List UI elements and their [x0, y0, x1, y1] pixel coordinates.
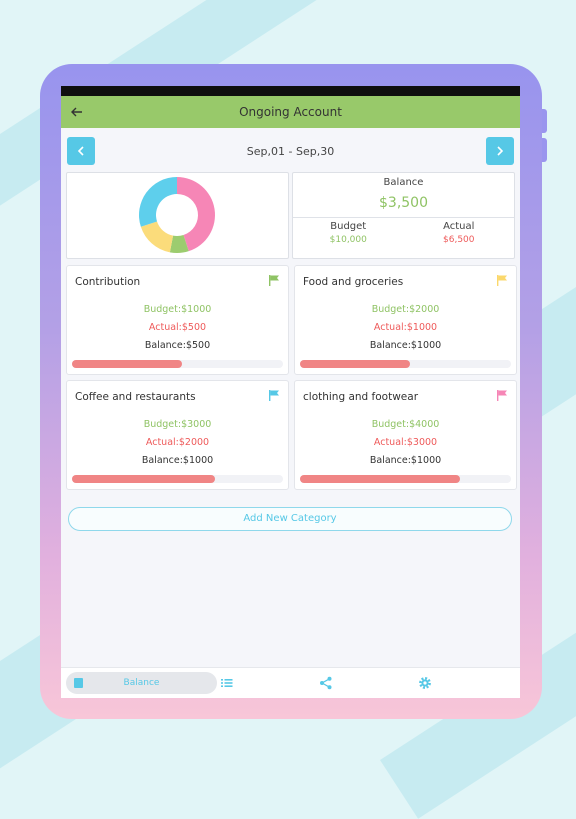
category-name: Food and groceries [303, 276, 404, 288]
next-period-button[interactable] [485, 137, 514, 165]
category-actual: Actual:$2000 [145, 437, 210, 448]
flag-icon[interactable] [269, 390, 280, 401]
tab-balance[interactable]: Balance [66, 672, 217, 694]
page-title: Ongoing Account [239, 105, 342, 119]
category-name: Contribution [75, 276, 141, 288]
bottom-nav: Balance [61, 667, 520, 698]
progress-fill [300, 360, 410, 368]
category-budget: Budget:$4000 [371, 419, 440, 430]
wallet-icon [74, 678, 83, 688]
add-category-button[interactable]: Add New Category [68, 507, 512, 531]
category-balance: Balance:$1000 [369, 340, 442, 351]
category-balance: Balance:$1000 [369, 455, 442, 466]
arrow-left-icon[interactable] [67, 102, 87, 122]
prev-period-button[interactable] [67, 137, 95, 165]
progress-bar [300, 360, 511, 368]
app-bar: Ongoing Account [61, 96, 520, 128]
category-budget: Budget:$3000 [143, 419, 212, 430]
progress-fill [72, 475, 216, 483]
period-label: Sep,01 - Sep,30 [246, 144, 335, 158]
progress-fill [300, 475, 461, 483]
actual-label: Actual [443, 221, 475, 232]
budget-label: Budget [330, 221, 367, 232]
category-actual: Actual:$500 [148, 322, 207, 333]
period-selector: Sep,01 - Sep,30 [61, 136, 520, 166]
balance-title: Balance [383, 177, 424, 188]
category-grid: Contribution Budget:$1000 Actual:$500 Ba… [61, 259, 520, 490]
donut-slice [177, 177, 216, 252]
gear-icon[interactable] [418, 676, 432, 690]
app-screen: Ongoing Account Sep,01 - Sep,30 Balance … [61, 86, 520, 698]
status-bar [61, 86, 520, 96]
budget-value: $10,000 [329, 235, 367, 245]
progress-bar [72, 475, 283, 483]
flag-icon[interactable] [497, 275, 508, 286]
category-name: Coffee and restaurants [75, 391, 196, 403]
flag-icon[interactable] [497, 390, 508, 401]
category-card[interactable]: Coffee and restaurants Budget:$3000 Actu… [66, 380, 289, 490]
category-card[interactable]: clothing and footwear Budget:$4000 Actua… [294, 380, 517, 490]
donut-chart [139, 177, 216, 253]
progress-fill [72, 360, 182, 368]
donut-slice [169, 234, 189, 253]
category-actual: Actual:$3000 [373, 437, 438, 448]
donut-slice [139, 177, 177, 227]
flag-icon[interactable] [269, 275, 280, 286]
actual-value: $6,500 [443, 235, 475, 245]
category-balance: Balance:$500 [144, 340, 211, 351]
tablet-side-button [542, 138, 547, 162]
chevron-right-icon [497, 146, 504, 156]
share-icon[interactable] [319, 676, 333, 690]
tablet-side-button [542, 109, 547, 133]
progress-bar [72, 360, 283, 368]
tablet-frame: Ongoing Account Sep,01 - Sep,30 Balance … [40, 64, 547, 719]
chevron-left-icon [77, 146, 84, 156]
category-balance: Balance:$1000 [141, 455, 214, 466]
list-icon[interactable] [220, 676, 234, 690]
category-card[interactable]: Contribution Budget:$1000 Actual:$500 Ba… [66, 265, 289, 375]
balance-summary-card: Balance $3,500 Budget $10,000 Actual $6,… [292, 172, 515, 259]
category-actual: Actual:$1000 [373, 322, 438, 333]
donut-slice [140, 221, 174, 253]
category-card[interactable]: Food and groceries Budget:$2000 Actual:$… [294, 265, 517, 375]
category-budget: Budget:$2000 [371, 304, 440, 315]
balance-value: $3,500 [379, 195, 428, 211]
category-budget: Budget:$1000 [143, 304, 212, 315]
donut-chart-card [66, 172, 289, 259]
category-name: clothing and footwear [303, 391, 419, 403]
progress-bar [300, 475, 511, 483]
tab-balance-label: Balance [123, 678, 160, 688]
